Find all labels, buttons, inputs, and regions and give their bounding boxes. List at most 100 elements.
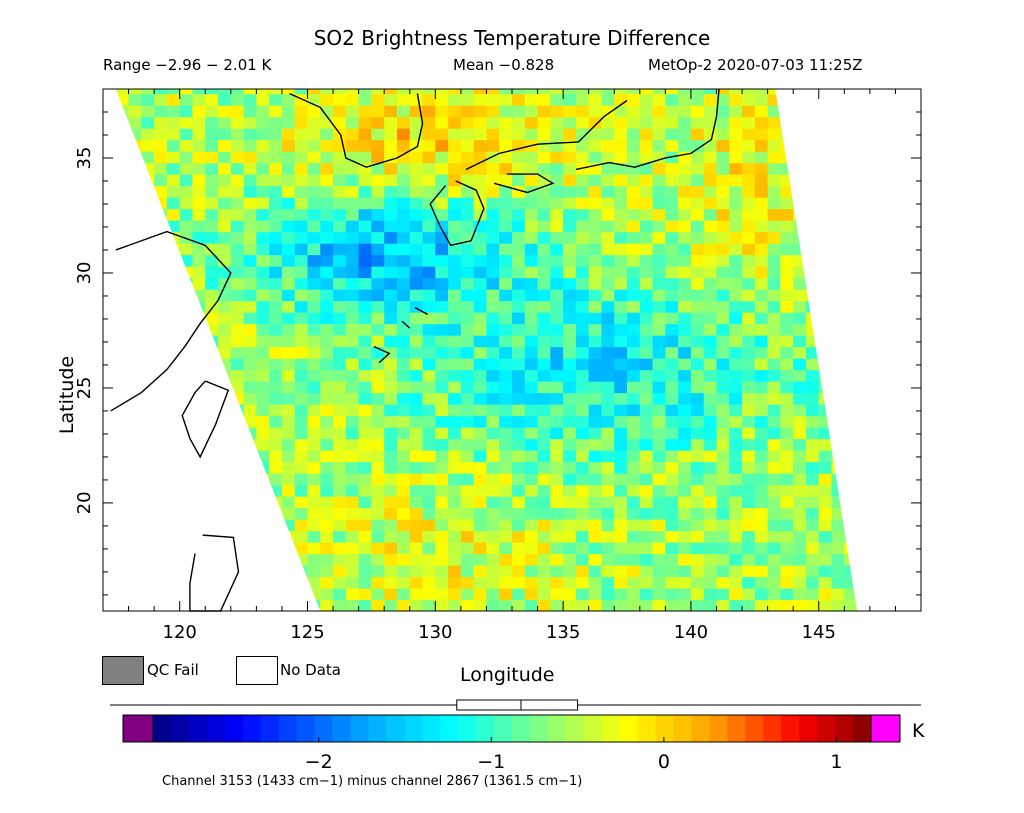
heat-cell bbox=[524, 415, 539, 428]
heat-cell bbox=[678, 565, 692, 578]
heat-cell bbox=[575, 588, 590, 601]
heat-cell bbox=[333, 300, 347, 313]
heat-cell bbox=[818, 507, 833, 520]
heat-cell bbox=[652, 392, 666, 405]
heat-cell bbox=[652, 438, 666, 451]
heat-cell bbox=[281, 461, 296, 474]
heat-cell bbox=[307, 530, 321, 543]
heat-cell bbox=[716, 277, 730, 290]
heat-cell bbox=[716, 507, 730, 520]
heat-cell bbox=[422, 576, 436, 589]
heat-cell bbox=[422, 300, 436, 313]
heat-cell bbox=[422, 542, 436, 555]
heat-cell bbox=[652, 346, 666, 359]
heat-cell bbox=[358, 484, 373, 497]
heat-cell bbox=[512, 542, 526, 555]
heat-cell bbox=[665, 530, 679, 543]
heat-cell bbox=[793, 300, 807, 313]
heat-cell bbox=[486, 346, 500, 359]
heat-cell bbox=[614, 438, 628, 451]
heat-cell bbox=[512, 565, 526, 578]
heat-cell bbox=[563, 289, 577, 302]
heat-cell bbox=[627, 599, 641, 611]
heat-cell bbox=[652, 369, 666, 382]
heat-cell bbox=[281, 358, 296, 371]
heat-cell bbox=[690, 473, 705, 486]
heat-cell bbox=[230, 266, 245, 279]
heat-cell bbox=[524, 507, 539, 520]
heat-cell bbox=[652, 381, 666, 394]
heat-cell bbox=[627, 369, 641, 382]
heat-cell bbox=[294, 358, 309, 371]
heat-cell bbox=[448, 519, 462, 532]
colorbar-segment bbox=[835, 715, 854, 742]
heat-cell bbox=[524, 519, 539, 532]
heat-cell bbox=[754, 496, 769, 509]
heat-cell bbox=[652, 542, 666, 555]
heat-cell bbox=[537, 599, 551, 611]
heat-cell bbox=[742, 576, 756, 589]
heat-cell bbox=[499, 300, 513, 313]
heat-cell bbox=[512, 415, 526, 428]
heat-cell bbox=[627, 381, 641, 394]
heat-cell bbox=[384, 404, 398, 417]
colorbar-segment bbox=[350, 715, 369, 742]
heat-cell bbox=[537, 312, 551, 325]
heat-cell bbox=[243, 300, 257, 313]
heat-cell bbox=[384, 484, 398, 497]
heat-cell bbox=[345, 438, 360, 451]
heat-cell bbox=[601, 427, 615, 440]
heat-cell bbox=[793, 588, 807, 601]
heat-cell bbox=[307, 473, 321, 486]
heat-cell bbox=[767, 277, 782, 290]
heat-cell bbox=[371, 300, 385, 313]
heat-cell bbox=[384, 369, 398, 382]
heat-cell bbox=[512, 450, 526, 463]
heat-cell bbox=[652, 358, 666, 371]
heat-cell bbox=[627, 323, 641, 336]
heat-cell bbox=[550, 323, 564, 336]
heat-cell bbox=[358, 576, 373, 589]
heat-cell bbox=[550, 266, 564, 279]
heat-cell bbox=[384, 312, 398, 325]
heat-cell bbox=[384, 565, 398, 578]
heat-cell bbox=[575, 599, 590, 611]
heat-cell bbox=[754, 484, 769, 497]
heat-cell bbox=[409, 369, 424, 382]
heat-cell bbox=[448, 450, 462, 463]
channel-footnote: Channel 3153 (1433 cm−1) minus channel 2… bbox=[162, 774, 583, 789]
heat-cell bbox=[588, 530, 603, 543]
heat-cell bbox=[627, 473, 641, 486]
heat-cell bbox=[614, 473, 628, 486]
heat-cell bbox=[780, 300, 794, 313]
colorbar-tick-label: 0 bbox=[658, 751, 670, 773]
heat-cell bbox=[486, 496, 500, 509]
heat-cell bbox=[652, 450, 666, 463]
heat-cell bbox=[384, 358, 398, 371]
heat-cell bbox=[652, 599, 666, 611]
heat-cell bbox=[716, 346, 730, 359]
heat-cell bbox=[537, 530, 551, 543]
heat-cell bbox=[358, 312, 373, 325]
heat-cell bbox=[320, 346, 334, 359]
heat-cell bbox=[486, 404, 500, 417]
heat-cell bbox=[601, 576, 615, 589]
heat-cell bbox=[396, 450, 411, 463]
heat-cell bbox=[256, 277, 270, 290]
heat-cell bbox=[243, 277, 257, 290]
heat-cell bbox=[371, 496, 385, 509]
heat-cell bbox=[307, 450, 321, 463]
heat-cell bbox=[524, 473, 539, 486]
heat-cell bbox=[690, 553, 705, 566]
heat-cell bbox=[512, 369, 526, 382]
heat-cell bbox=[499, 404, 513, 417]
heat-cell bbox=[588, 588, 603, 601]
heat-cell bbox=[358, 427, 373, 440]
heat-cell bbox=[703, 530, 718, 543]
heat-cell bbox=[307, 346, 321, 359]
heat-cell bbox=[742, 404, 756, 417]
heat-cell bbox=[575, 277, 590, 290]
heat-cell bbox=[512, 277, 526, 290]
heat-cell bbox=[243, 381, 257, 394]
colorbar-tick-label: 1 bbox=[830, 751, 842, 773]
